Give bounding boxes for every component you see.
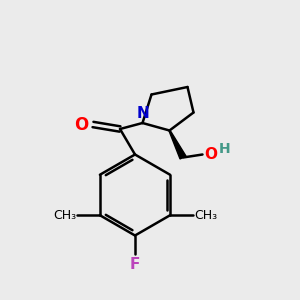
Text: O: O [204,147,217,162]
Polygon shape [169,130,186,159]
Text: CH₃: CH₃ [53,209,76,222]
Text: N: N [136,106,149,121]
Text: O: O [74,116,88,134]
Text: F: F [130,257,140,272]
Text: CH₃: CH₃ [194,209,217,222]
Text: H: H [219,142,231,156]
